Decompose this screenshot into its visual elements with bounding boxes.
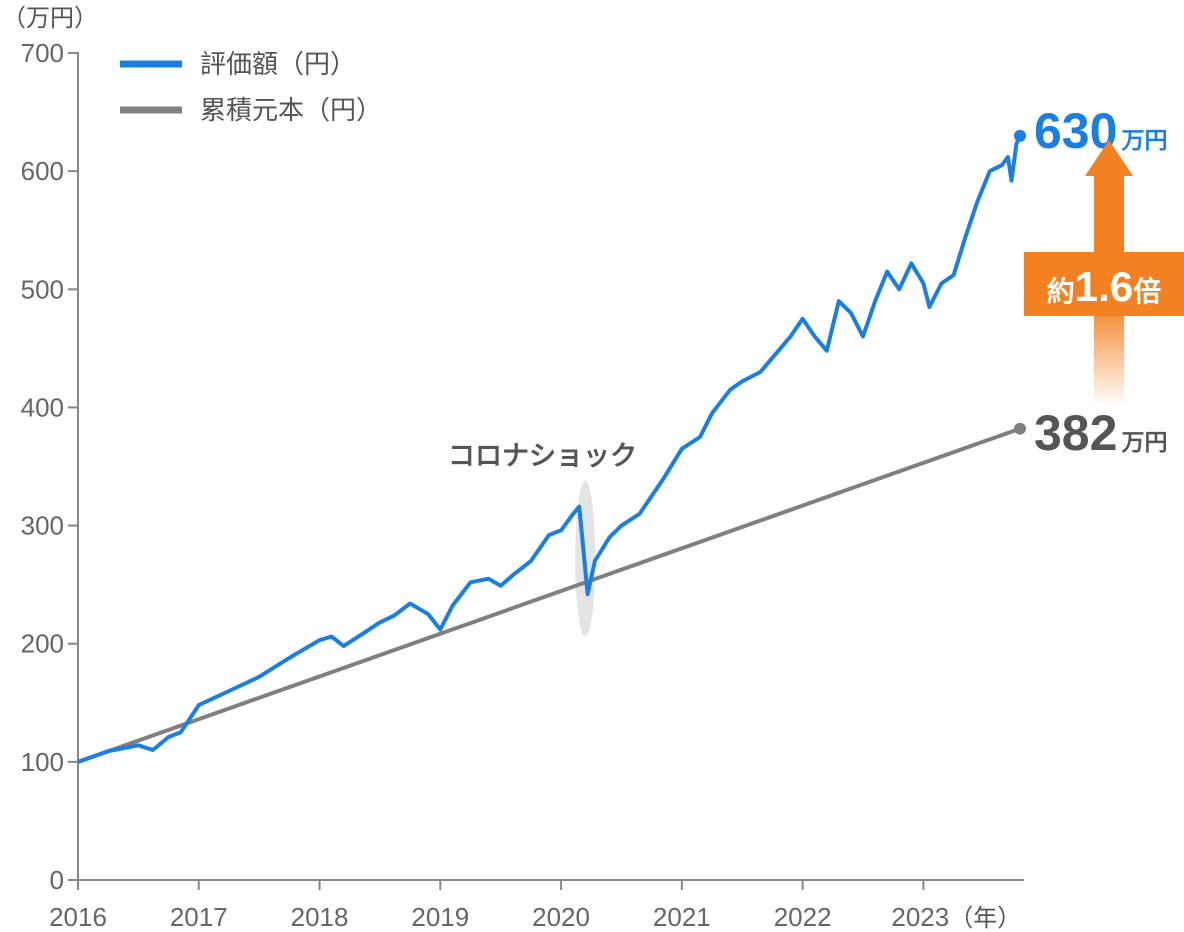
series-line-principal [77,426,1021,764]
corona-shock-label: コロナショック [448,441,637,472]
end-value-principal-unit: 万円 [1121,430,1167,456]
x-tick-label: 2019 [411,902,469,932]
end-value-valuation-unit: 万円 [1121,128,1167,154]
series-line-valuation [77,134,1022,764]
y-tick-label: 600 [21,156,64,186]
axes [77,52,1024,881]
ratio-prefix: 約 [1047,275,1075,308]
x-tick-label: 2016 [49,902,107,932]
end-point-principal [1014,422,1026,435]
x-tick-label: 2017 [170,902,228,932]
y-tick-label: 200 [21,629,64,659]
x-unit-label: （年） [949,904,1021,932]
ratio-value: 1.6 [1075,263,1133,310]
ratio-suffix: 倍 [1133,275,1161,308]
y-tick-label: 300 [21,511,64,541]
x-tick-label: 2021 [653,902,711,932]
growth-arrow: 約1.6倍 [1024,140,1184,406]
growth-arrow-head [1085,140,1133,176]
x-tick-label: 2022 [774,902,832,932]
end-value-valuation: 630 万円 [1034,103,1167,159]
legend: 評価額（円） 累積元本（円） [120,50,382,126]
y-tick-label: 500 [21,274,64,304]
y-tick-label: 0 [50,865,64,895]
end-value-principal-number: 382 [1034,405,1117,461]
x-tick-label: 2018 [291,902,349,932]
y-tick-label: 700 [21,38,64,68]
y-ticks: 0 100 200 300 400 500 600 700 [21,38,78,895]
y-tick-label: 400 [21,392,64,422]
legend-label-valuation: 評価額（円） [200,50,356,80]
ratio-badge [1024,252,1184,316]
end-value-principal: 382 万円 [1034,405,1167,461]
x-tick-label: 2020 [532,902,590,932]
end-point-valuation [1014,129,1026,142]
legend-label-principal: 累積元本（円） [200,96,382,126]
y-tick-label: 100 [21,747,64,777]
ratio-label: 約1.6倍 [1047,263,1161,310]
x-ticks: 2016 2017 2018 2019 2020 2021 2022 2023（年） [49,880,1021,932]
x-tick-label: 2023（年） [891,902,1021,932]
y-unit-label: （万円） [2,4,98,32]
